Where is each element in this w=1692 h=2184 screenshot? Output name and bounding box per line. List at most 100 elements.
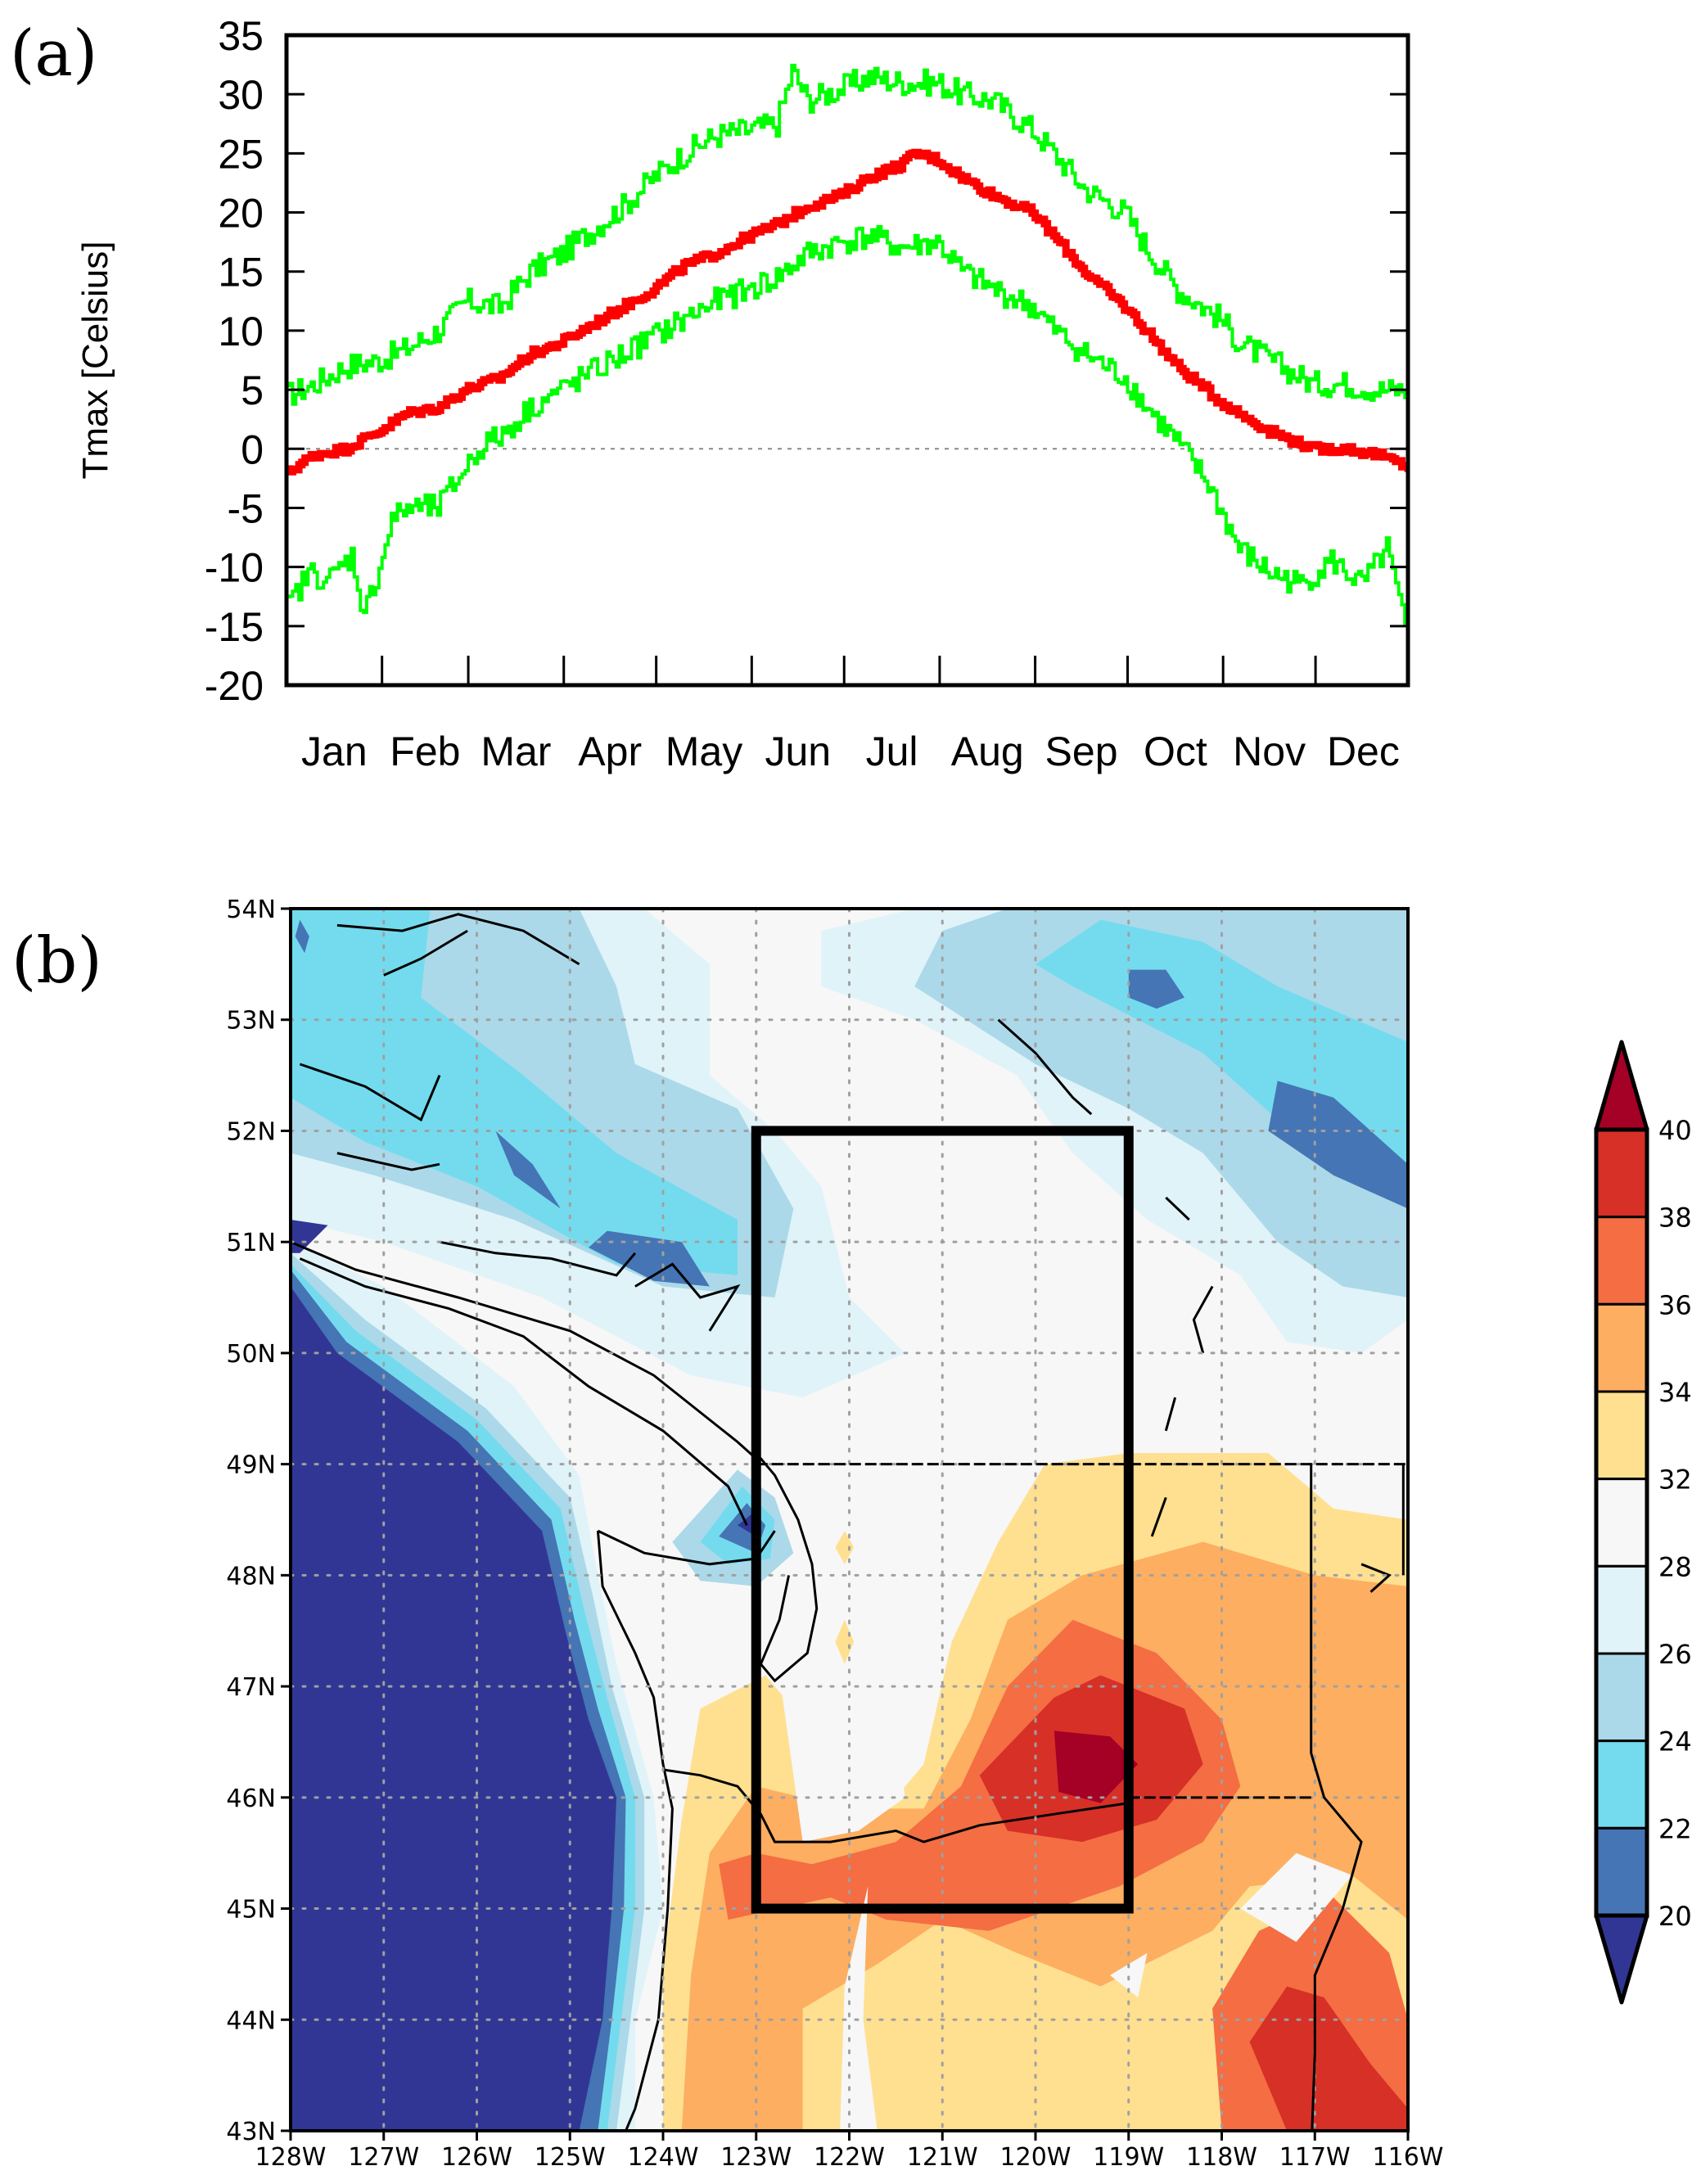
panel-a-timeseries: (a) 35 30 25 20 15 10 5 0 -5 -10 -15 -20 Jan Feb Mar A… <box>10 13 1410 774</box>
x-tick-label: Nov <box>1233 729 1306 774</box>
x-tick-label: Mar <box>481 729 551 774</box>
x-axis-ticks: Jan Feb Mar Apr May Jun Jul Aug Sep Oct Nov Dec <box>301 656 1400 774</box>
lat-tick-label: 46N <box>226 1785 276 1813</box>
contour-20-22 <box>295 919 309 954</box>
warm-diamond <box>835 1619 855 1664</box>
lon-tick-label: 123W <box>720 2143 792 2172</box>
coastline-segment <box>634 1262 741 1332</box>
neutral-pocket-east <box>1240 1852 1352 1943</box>
contour-20-22 <box>1128 969 1184 1009</box>
series-max <box>287 63 1408 406</box>
coastline-segment <box>997 1018 1093 1116</box>
x-tick-label: Jul <box>866 729 918 774</box>
colorbar-segment <box>1595 1826 1649 1917</box>
y-tick-label: -10 <box>205 545 264 591</box>
colorbar-frame <box>1594 1127 1649 1918</box>
lat-tick-label: 48N <box>226 1562 276 1591</box>
lat-tick-label: 54N <box>226 896 276 924</box>
colorbar-tick-label: 36 <box>1658 1289 1692 1320</box>
panel-b-label: (b) <box>11 924 102 998</box>
colorbar-tick-label: 40 <box>1658 1115 1692 1146</box>
lat-lon-grid <box>291 909 1408 2131</box>
x-tick-label: Oct <box>1144 729 1207 774</box>
y-tick-label: -5 <box>228 485 264 531</box>
colorbar-segment <box>1595 1302 1649 1393</box>
lat-tick-label: 51N <box>226 1229 276 1257</box>
contour-38-40-se <box>1249 1986 1408 2131</box>
coastline-segment <box>291 1240 757 1460</box>
y-tick-label: -20 <box>205 663 264 709</box>
coastline-segment <box>1192 1285 1214 1354</box>
plot-frame <box>284 33 1410 688</box>
lon-tick-label: 124W <box>628 2143 699 2172</box>
lat-tick-label: 43N <box>226 2118 276 2146</box>
warm-diamond <box>835 1531 855 1564</box>
ocean-below-20 <box>291 1286 617 2131</box>
y-tick-label: 30 <box>218 72 264 118</box>
series-mean <box>287 148 1408 476</box>
lon-tick-label: 116W <box>1373 2143 1444 2172</box>
coastline-segment <box>299 1063 441 1122</box>
x-tick-label: Apr <box>578 729 642 774</box>
lon-tick-label: 121W <box>907 2143 978 2172</box>
series-group <box>287 63 1408 637</box>
colorbar-bottom-extension <box>1594 1913 1649 2005</box>
colorbar-tick-label: 26 <box>1658 1639 1692 1670</box>
idaho-border <box>1310 1464 1363 2131</box>
y-tick-label: 20 <box>218 191 264 237</box>
y-tick-label: -15 <box>205 604 264 650</box>
lat-tick-label: 44N <box>226 2006 276 2035</box>
lon-tick-label: 125W <box>535 2143 606 2172</box>
lon-tick-label: 119W <box>1093 2143 1164 2172</box>
lon-tick-label: 126W <box>441 2143 512 2172</box>
lat-tick-label: 47N <box>226 1673 276 1702</box>
colorbar-segment <box>1595 1740 1649 1830</box>
lon-tick-label: 120W <box>1000 2143 1072 2172</box>
lon-tick-label: 118W <box>1186 2143 1257 2172</box>
lon-tick-label: 122W <box>814 2143 885 2172</box>
x-tick-label: Dec <box>1327 729 1400 774</box>
panel-a-label: (a) <box>10 17 97 91</box>
neutral-spot <box>1110 1952 1148 1998</box>
lat-tick-label: 45N <box>226 1896 276 1925</box>
contour-22-24 <box>291 909 738 1275</box>
lat-tick-label: 50N <box>226 1340 276 1369</box>
colorbar-segment <box>1595 1390 1649 1481</box>
coastline-segment <box>299 1257 748 1526</box>
y-axis-label: Tmax [Celsius] <box>75 241 115 480</box>
y-tick-label: 15 <box>218 250 264 296</box>
x-tick-label: Sep <box>1045 729 1118 774</box>
coastlines <box>291 913 1392 2131</box>
contour-20-22 <box>495 1130 561 1209</box>
x-tick-label: Jun <box>765 729 831 774</box>
colorbar-segment <box>1595 1216 1649 1306</box>
coastline-segment <box>336 1152 440 1171</box>
colorbar-tick-label: 22 <box>1658 1813 1692 1844</box>
coastline-segment <box>439 1240 637 1277</box>
y-tick-label: 35 <box>218 13 264 59</box>
lat-tick-label: 49N <box>226 1451 276 1480</box>
coastline-segment <box>1164 1397 1177 1432</box>
x-tick-label: Aug <box>951 729 1024 774</box>
contour-20-22 <box>1268 1081 1408 1209</box>
lon-tick-label: 117W <box>1279 2143 1351 2172</box>
y-tick-label: 10 <box>218 309 264 354</box>
map-axis-ticks: 54N 53N 52N 51N 50N 49N 48N 47N 46N 45N 44N 43N128W… <box>226 896 1443 2172</box>
study-region-box <box>751 1126 1134 1914</box>
y-axis-ticks: 35 30 25 20 15 10 5 0 -5 -10 -15 -20 <box>205 13 1408 709</box>
lon-tick-label: 127W <box>348 2143 419 2172</box>
x-tick-label: May <box>666 729 742 774</box>
y-tick-label: 0 <box>241 426 264 472</box>
contour-above-40 <box>1054 1731 1139 1803</box>
colorbar-segment <box>1595 1564 1649 1655</box>
x-tick-label: Feb <box>390 729 460 774</box>
political-borders <box>756 1463 1408 2131</box>
colorbar-tick-label: 38 <box>1658 1203 1692 1234</box>
colorbar-tick-label: 24 <box>1658 1726 1692 1758</box>
y-tick-label: 5 <box>241 368 264 413</box>
neutral-strip <box>840 1886 878 2131</box>
coastline-segment <box>597 1529 776 1566</box>
colorbar-tick-label: 20 <box>1658 1901 1692 1932</box>
